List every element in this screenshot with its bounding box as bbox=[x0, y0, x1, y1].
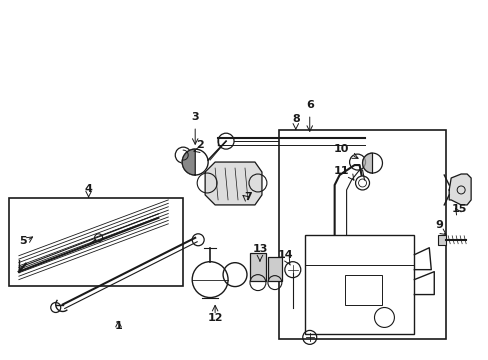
Text: 4: 4 bbox=[84, 184, 92, 194]
Bar bbox=[249, 253, 265, 280]
Polygon shape bbox=[448, 174, 470, 205]
Text: 11: 11 bbox=[333, 166, 348, 176]
Text: 7: 7 bbox=[244, 192, 251, 202]
Text: 12: 12 bbox=[207, 314, 223, 323]
Bar bbox=[344, 275, 382, 305]
Text: 15: 15 bbox=[450, 204, 466, 214]
Bar bbox=[267, 257, 281, 280]
Bar bbox=[278, 130, 446, 339]
Bar bbox=[9, 198, 183, 285]
Bar bbox=[304, 235, 413, 334]
Text: 2: 2 bbox=[196, 140, 203, 150]
Text: 1: 1 bbox=[114, 321, 122, 332]
Text: 8: 8 bbox=[291, 114, 299, 124]
Polygon shape bbox=[182, 149, 195, 175]
Text: 3: 3 bbox=[191, 112, 199, 122]
Text: 14: 14 bbox=[278, 250, 293, 260]
Polygon shape bbox=[205, 162, 262, 205]
Text: 10: 10 bbox=[333, 144, 348, 154]
Polygon shape bbox=[362, 153, 372, 173]
Text: 9: 9 bbox=[434, 220, 442, 230]
Bar bbox=[437, 235, 446, 245]
Text: 13: 13 bbox=[252, 244, 267, 254]
Text: 6: 6 bbox=[305, 100, 313, 110]
Text: 5: 5 bbox=[19, 236, 27, 246]
